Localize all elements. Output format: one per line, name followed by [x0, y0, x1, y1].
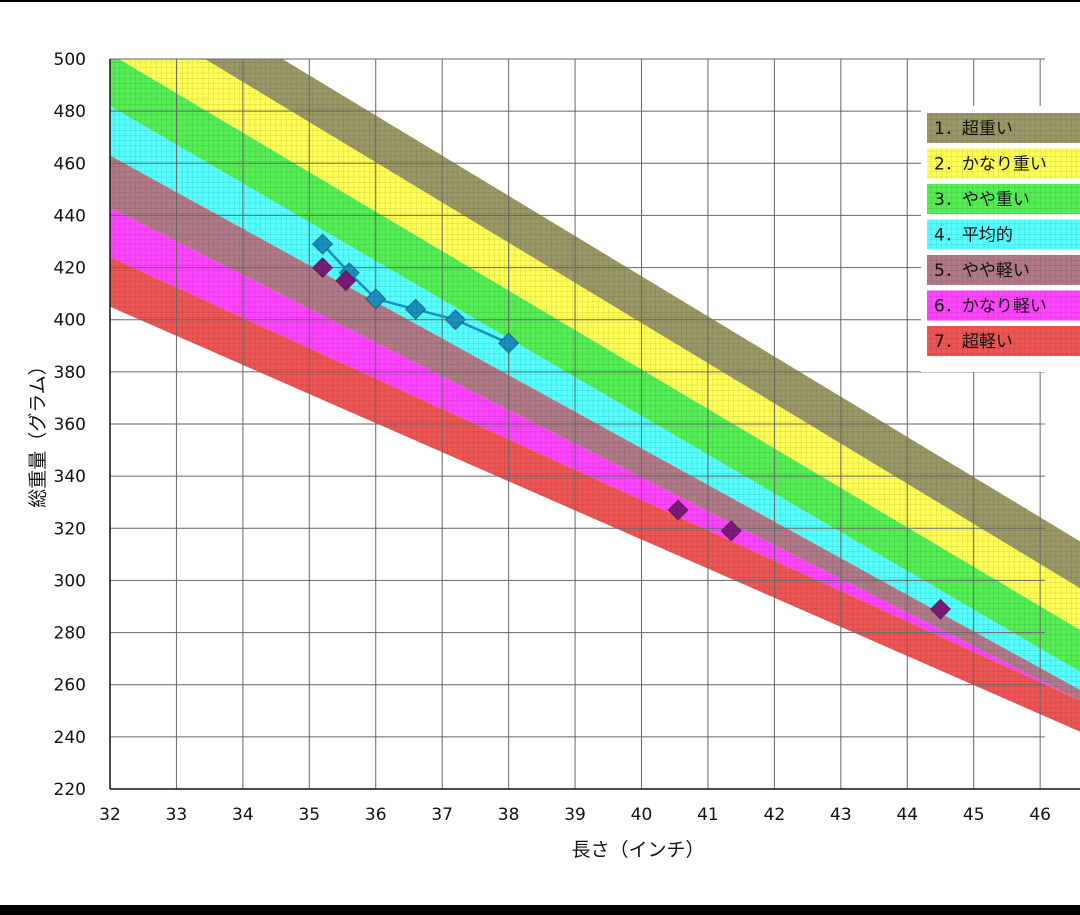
legend-label-5: 5．やや軽い: [934, 261, 1030, 281]
x-tick-label: 41: [697, 805, 719, 825]
legend-swatch-hatch-2: [927, 148, 1080, 179]
y-tick-label: 240: [54, 728, 86, 748]
data-point-hatch: [721, 520, 742, 541]
band-hatch-7: [110, 257, 1080, 732]
legend-label-3: 3．やや重い: [934, 190, 1030, 210]
legend-label-1: 1．超重い: [934, 119, 1013, 139]
x-tick-label: 37: [431, 805, 453, 825]
legend-swatch-hatch-7: [927, 326, 1080, 356]
x-tick-label: 32: [99, 805, 121, 825]
data-point-hatch: [498, 333, 519, 354]
legend-label-6: 6．かなり軽い: [934, 297, 1047, 317]
x-tick-label: 44: [896, 805, 918, 825]
data-point-hatch: [668, 500, 689, 521]
legend-swatch-hatch-6: [927, 290, 1080, 321]
grid-layer: [110, 58, 1045, 789]
x-tick-label: 34: [232, 805, 254, 825]
data-point-hatch: [365, 288, 386, 309]
y-tick-label: 440: [54, 206, 86, 226]
y-tick-label: 480: [54, 102, 86, 122]
y-tick-label: 460: [54, 154, 86, 174]
data-point-hatch: [445, 309, 466, 330]
series-layer: [311, 233, 952, 620]
x-tick-label: 36: [365, 805, 387, 825]
y-tick-label: 260: [54, 676, 86, 696]
band-hatch-3: [110, 59, 1080, 672]
y-tick-label: 420: [54, 259, 86, 279]
band-hatch-4: [110, 105, 1080, 690]
x-tick-label: 39: [564, 805, 586, 825]
x-axis-title: 長さ（インチ）: [571, 839, 704, 861]
y-tick-label: 360: [54, 415, 86, 435]
data-point-hatch: [335, 270, 356, 291]
data-point-hatch: [312, 234, 333, 255]
legend-swatch-hatch-4: [927, 219, 1080, 250]
band-hatch-6: [110, 207, 1080, 701]
top-border: [0, 0, 1080, 2]
y-tick-label: 380: [54, 363, 86, 383]
legend-label-2: 2．かなり重い: [934, 155, 1047, 175]
x-tick-label: 38: [498, 805, 520, 825]
legend-label-7: 7．超軽い: [934, 332, 1013, 352]
x-tick-label: 42: [764, 805, 786, 825]
y-tick-label: 500: [54, 50, 86, 70]
x-tick-label: 40: [631, 805, 653, 825]
y-tick-label: 280: [54, 624, 86, 644]
y-tick-label: 340: [54, 467, 86, 487]
data-point-hatch: [405, 299, 426, 320]
y-tick-label: 320: [54, 519, 86, 539]
legend-swatch-hatch-3: [927, 184, 1080, 214]
y-tick-label: 400: [54, 311, 86, 331]
bands-layer: [110, 59, 1080, 732]
axes-layer: 220 240 260 280 300 320 340 360 380 400 420 440 460 4…: [54, 50, 1080, 825]
legend-swatch-hatch-5: [927, 255, 1080, 285]
legend-label-4: 4．平均的: [934, 226, 1013, 246]
data-point-hatch: [930, 599, 951, 620]
x-tick-label: 46: [1029, 805, 1051, 825]
x-tick-label: 33: [166, 805, 188, 825]
y-tick-label: 300: [54, 571, 86, 591]
x-tick-label: 45: [963, 805, 985, 825]
x-tick-label: 35: [298, 805, 320, 825]
legend-swatch-hatch-1: [927, 113, 1080, 143]
data-point-hatch: [312, 257, 333, 278]
band-hatch-5: [110, 155, 1080, 701]
bottom-border: [0, 905, 1080, 915]
y-axis-title: 総重量（グラム）: [27, 356, 49, 507]
x-tick-label: 43: [830, 805, 852, 825]
y-tick-label: 220: [54, 780, 86, 800]
legend: 1．超重い 2．かなり重い 3．やや重い 4．平均的 5．やや軽い 6．かなり軽い 7．超軽…: [921, 106, 1080, 372]
